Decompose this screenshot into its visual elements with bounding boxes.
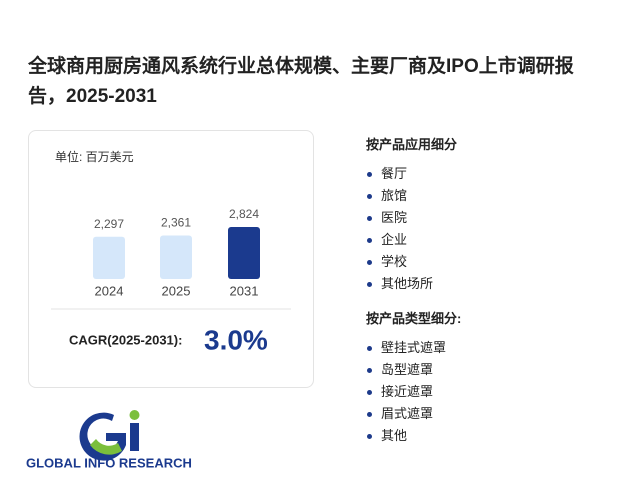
logo-graphic: GLOBAL INFO RESEARCH <box>26 410 192 470</box>
logo: GLOBAL INFO RESEARCH <box>26 405 216 480</box>
bar <box>160 235 192 279</box>
value-label: 2,824 <box>229 207 259 221</box>
segment-item: 眉式遮罩 <box>366 403 461 425</box>
segment-item: 餐厅 <box>366 163 457 185</box>
chart: 单位: 百万美元 CAGR(2025-2031): 3.0% 2,297 2024… <box>51 149 291 355</box>
value-label: 2,297 <box>94 217 124 231</box>
logo-i <box>130 423 139 451</box>
segment-item: 企业 <box>366 229 457 251</box>
bar <box>228 227 260 279</box>
cagr-label: CAGR(2025-2031): <box>69 332 182 347</box>
logo-g-accent <box>90 439 122 455</box>
x-tick-label: 2024 <box>95 283 124 298</box>
segment-item: 学校 <box>366 251 457 273</box>
segment-heading: 按产品类型细分: <box>366 311 462 326</box>
segment-items: 壁挂式遮罩 岛型遮罩 接近遮罩 眉式遮罩 其他 <box>366 337 461 447</box>
segment-item: 其他 <box>366 425 461 447</box>
unit-label: 单位: 百万美元 <box>55 149 134 164</box>
x-tick-label: 2031 <box>230 283 259 298</box>
segment-item: 旅馆 <box>366 185 457 207</box>
logo-i-dot <box>129 410 140 420</box>
logo-text: GLOBAL INFO RESEARCH <box>26 455 192 470</box>
bar <box>93 236 125 279</box>
segment-item: 岛型遮罩 <box>366 359 461 381</box>
segment-heading: 按产品应用细分 <box>366 137 458 152</box>
segment-list: 按产品应用细分餐厅 旅馆 医院 企业 学校 其他场所 <box>366 134 457 295</box>
segment-items: 餐厅 旅馆 医院 企业 学校 其他场所 <box>366 163 457 295</box>
segment-item: 壁挂式遮罩 <box>366 337 461 359</box>
x-tick-label: 2025 <box>162 283 191 298</box>
report-title: 全球商用厨房通风系统行业总体规模、主要厂商及IPO上市调研报告，2025-203… <box>28 56 574 107</box>
segment-item: 其他场所 <box>366 273 457 295</box>
segment-item: 接近遮罩 <box>366 381 461 403</box>
value-label: 2,361 <box>161 216 191 230</box>
segment-item: 医院 <box>366 207 457 229</box>
cagr-value: 3.0% <box>204 324 268 355</box>
segment-list: 按产品类型细分: 壁挂式遮罩 岛型遮罩 接近遮罩 眉式遮罩 其他 <box>366 308 461 447</box>
chart-card: 单位: 百万美元 CAGR(2025-2031): 3.0% 2,297 2024… <box>28 130 314 388</box>
